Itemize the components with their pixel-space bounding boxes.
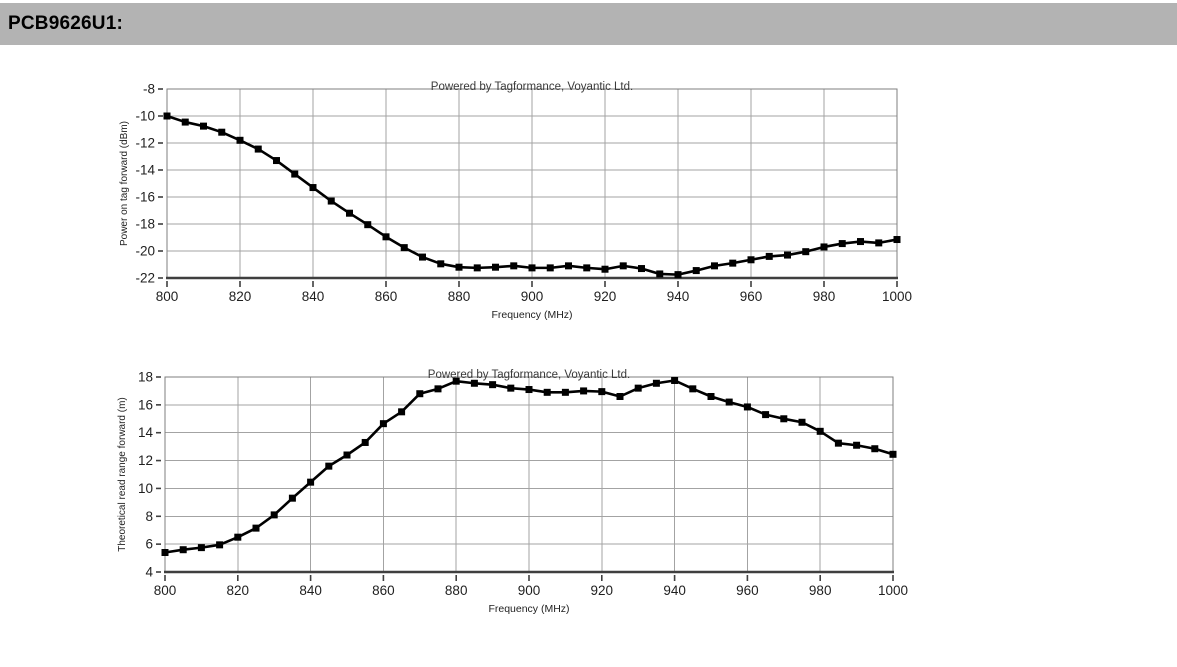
svg-text:-8: -8 <box>143 82 155 97</box>
tick-labels: 800 820 840 860 880 900 920 940 960 980 1000 4 6 8 10 1… <box>138 370 908 599</box>
chart-canvas: 800 820 840 860 880 900 920 940 960 980 1000 4 6 8 10 1… <box>117 369 908 615</box>
series-markers <box>161 376 897 556</box>
svg-text:800: 800 <box>156 289 179 304</box>
y-axis-title: Power on tag forward (dBm) <box>119 121 130 246</box>
svg-text:980: 980 <box>809 583 832 598</box>
svg-text:840: 840 <box>302 289 325 304</box>
axis-ticks <box>156 376 894 581</box>
section-title: PCB9626U1: <box>8 13 123 34</box>
svg-text:18: 18 <box>138 370 153 385</box>
svg-text:14: 14 <box>138 425 154 440</box>
svg-text:4: 4 <box>145 565 153 580</box>
svg-text:960: 960 <box>740 289 763 304</box>
read-range-chart: 800 820 840 860 880 900 920 940 960 980 1000 4 6 8 10 1… <box>110 361 940 629</box>
x-axis-title: Frequency (MHz) <box>488 603 569 615</box>
svg-text:920: 920 <box>594 289 617 304</box>
svg-text:16: 16 <box>138 397 153 412</box>
svg-text:8: 8 <box>145 509 153 524</box>
gridlines <box>167 89 897 278</box>
svg-text:920: 920 <box>591 583 614 598</box>
svg-text:820: 820 <box>227 583 250 598</box>
svg-text:940: 940 <box>663 583 686 598</box>
section-header: PCB9626U1: <box>0 3 1177 45</box>
svg-text:-14: -14 <box>135 163 155 178</box>
svg-text:1000: 1000 <box>878 583 908 598</box>
svg-text:-12: -12 <box>135 136 155 151</box>
svg-text:860: 860 <box>375 289 398 304</box>
svg-text:880: 880 <box>445 583 468 598</box>
svg-text:1000: 1000 <box>882 289 912 304</box>
svg-text:12: 12 <box>138 453 153 468</box>
svg-text:900: 900 <box>518 583 541 598</box>
x-axis-title: Frequency (MHz) <box>491 309 572 321</box>
svg-text:880: 880 <box>448 289 471 304</box>
power-on-tag-chart: 800 820 840 860 880 900 920 940 960 980 1000 -22 -20… <box>110 76 940 333</box>
svg-text:-22: -22 <box>135 271 155 286</box>
svg-text:-20: -20 <box>135 244 155 259</box>
tick-labels: 800 820 840 860 880 900 920 940 960 980 1000 -22 -20… <box>135 82 912 305</box>
svg-text:-18: -18 <box>135 217 155 232</box>
svg-text:940: 940 <box>667 289 690 304</box>
svg-text:840: 840 <box>299 583 322 598</box>
svg-text:-16: -16 <box>135 190 155 205</box>
chart-canvas: 800 820 840 860 880 900 920 940 960 980 1000 -22 -20… <box>119 81 912 321</box>
svg-text:960: 960 <box>736 583 759 598</box>
chart-title: Powered by Tagformance, Voyantic Ltd. <box>431 81 633 93</box>
y-axis-title: Theoretical read range forward (m) <box>117 397 128 552</box>
svg-text:6: 6 <box>145 537 153 552</box>
series-markers <box>163 112 901 279</box>
chart-title: Powered by Tagformance, Voyantic Ltd. <box>428 369 630 381</box>
svg-text:800: 800 <box>154 583 177 598</box>
svg-text:980: 980 <box>813 289 836 304</box>
svg-text:860: 860 <box>372 583 395 598</box>
svg-text:900: 900 <box>521 289 544 304</box>
axis-ticks <box>158 88 898 287</box>
svg-text:10: 10 <box>138 481 153 496</box>
svg-text:820: 820 <box>229 289 252 304</box>
gridlines <box>165 377 893 572</box>
svg-text:-10: -10 <box>135 109 155 124</box>
